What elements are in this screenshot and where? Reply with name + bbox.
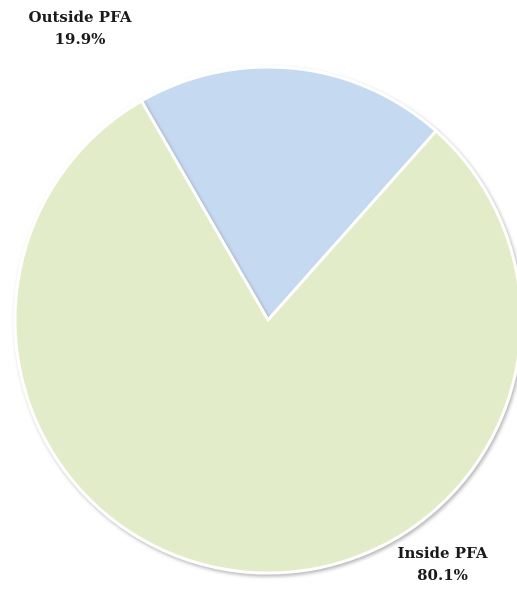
slice-label-inside-pfa-value: 80.1%: [380, 564, 505, 586]
slice-label-inside-pfa-name: Inside PFA: [380, 542, 505, 564]
slice-label-outside-pfa-name: Outside PFA: [20, 6, 140, 28]
slice-label-outside-pfa: Outside PFA 19.9%: [20, 6, 140, 50]
slice-label-outside-pfa-value: 19.9%: [20, 28, 140, 50]
pie-slices: [15, 67, 517, 573]
slice-label-inside-pfa: Inside PFA 80.1%: [380, 542, 505, 586]
